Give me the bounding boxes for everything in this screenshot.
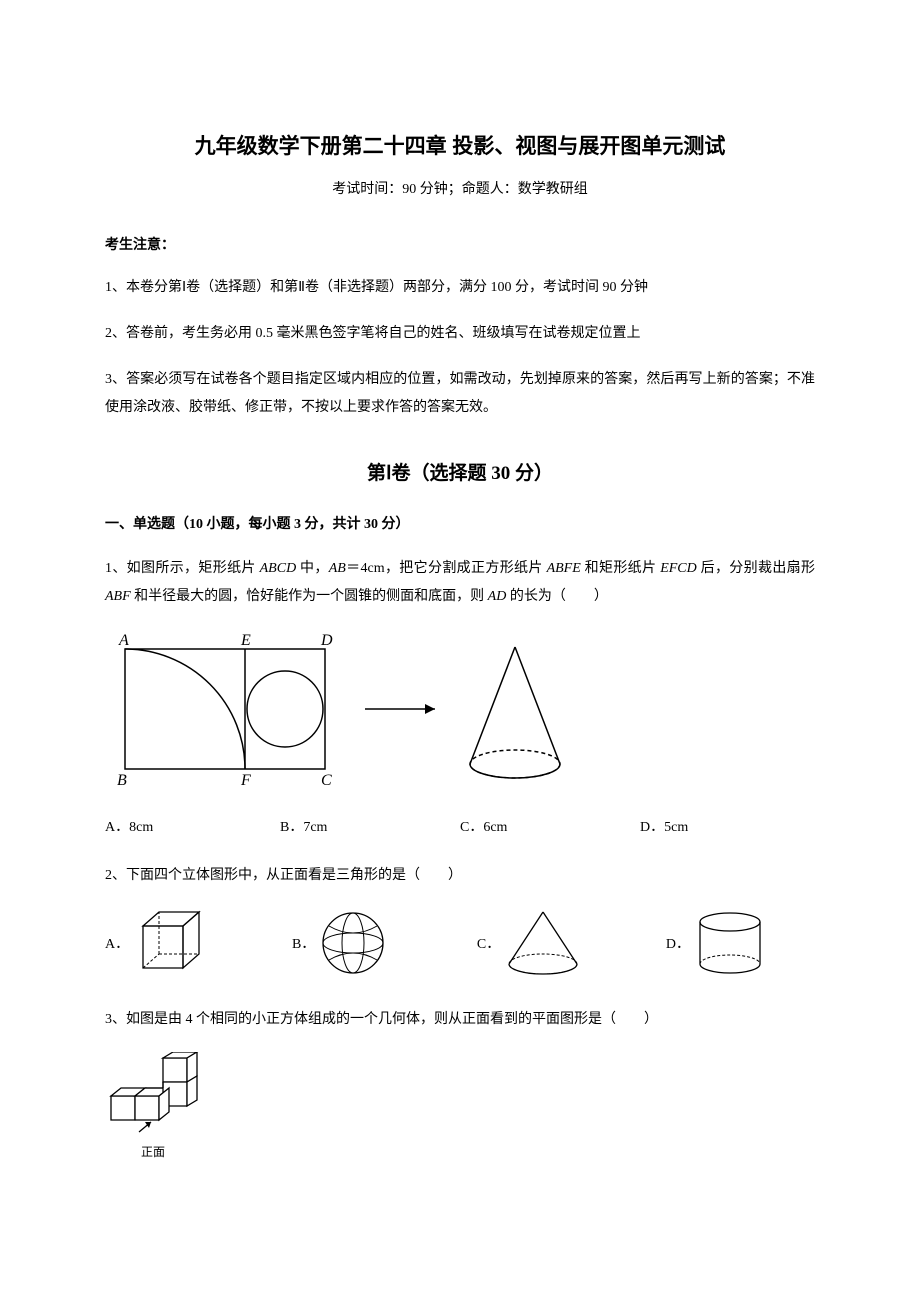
page: 九年级数学下册第二十四章 投影、视图与展开图单元测试 考试时间：90 分钟；命题…: [0, 0, 920, 1210]
q1-lbl-B: B: [117, 772, 127, 789]
q1-i6: AD: [488, 589, 507, 604]
notice-3: 3、答案必须写在试卷各个题目指定区域内相应的位置，如需改动，先划掉原来的答案，然…: [105, 366, 815, 422]
q1-optA: A．8cm: [105, 816, 280, 836]
q1-i1: ABCD: [260, 561, 297, 576]
cube-icon: [129, 906, 209, 980]
q1-i3: ABFE: [547, 561, 581, 576]
notice-label: 考生注意：: [105, 234, 815, 254]
q2-optA-label: A．: [105, 933, 129, 953]
q1-suffix: 的长为（ ）: [506, 589, 608, 604]
q2-optA: A．: [105, 906, 292, 980]
q1-optD: D．5cm: [640, 816, 790, 836]
doc-title: 九年级数学下册第二十四章 投影、视图与展开图单元测试: [105, 130, 815, 160]
q1-svg: A E D B F C: [105, 629, 605, 789]
q1-lbl-D: D: [320, 632, 333, 649]
cylinder-icon: [690, 906, 770, 980]
part1-header: 第Ⅰ卷（选择题 30 分）: [105, 458, 815, 485]
q1-figure: A E D B F C: [105, 629, 815, 794]
q1-m2: ＝4cm，把它分割成正方形纸片: [346, 561, 547, 576]
q2-optD-label: D．: [666, 933, 690, 953]
q2-options: A． B． C．: [105, 906, 815, 980]
q1-options: A．8cm B．7cm C．6cm D．5cm: [105, 816, 815, 836]
q1-m3: 和矩形纸片: [581, 561, 660, 576]
q1-t-prefix: 1、如图所示，矩形纸片: [105, 561, 260, 576]
q2-optD: D．: [666, 906, 815, 980]
q2-optB-label: B．: [292, 933, 315, 953]
q1-m5: 和半径最大的圆，恰好能作为一个圆锥的侧面和底面，则: [131, 589, 488, 604]
sphere-icon: [315, 906, 391, 980]
doc-subtitle: 考试时间：90 分钟；命题人：数学教研组: [105, 178, 815, 198]
q1-lbl-C: C: [321, 772, 332, 789]
q1-m1: 中，: [296, 561, 329, 576]
q3-figure: 正面: [105, 1052, 815, 1160]
q1-lbl-F: F: [240, 772, 251, 789]
cubes-icon: [105, 1052, 215, 1138]
cone-icon: [500, 906, 586, 980]
q1-text: 1、如图所示，矩形纸片 ABCD 中，AB＝4cm，把它分割成正方形纸片 ABF…: [105, 555, 815, 611]
notice-1: 1、本卷分第Ⅰ卷（选择题）和第Ⅱ卷（非选择题）两部分，满分 100 分，考试时间…: [105, 274, 815, 302]
q1-lbl-A: A: [118, 632, 129, 649]
q1-i4: EFCD: [660, 561, 697, 576]
q1-optC: C．6cm: [460, 816, 640, 836]
part1-sub: 一、单选题（10 小题，每小题 3 分，共计 30 分）: [105, 513, 815, 533]
q1-lbl-E: E: [240, 632, 251, 649]
notice-2: 2、答卷前，考生务必用 0.5 毫米黑色签字笔将自己的姓名、班级填写在试卷规定位…: [105, 320, 815, 348]
q2-optB: B．: [292, 906, 477, 980]
q1-i5: ABF: [105, 589, 131, 604]
q1-m4: 后，分别裁出扇形: [697, 561, 815, 576]
q3-caption: 正面: [105, 1143, 201, 1160]
q2-text: 2、下面四个立体图形中，从正面看是三角形的是（ ）: [105, 862, 815, 890]
q2-optC-label: C．: [477, 933, 500, 953]
q1-i2: AB: [329, 561, 346, 576]
q2-optC: C．: [477, 906, 666, 980]
q1-optB: B．7cm: [280, 816, 460, 836]
q3-text: 3、如图是由 4 个相同的小正方体组成的一个几何体，则从正面看到的平面图形是（ …: [105, 1006, 815, 1034]
